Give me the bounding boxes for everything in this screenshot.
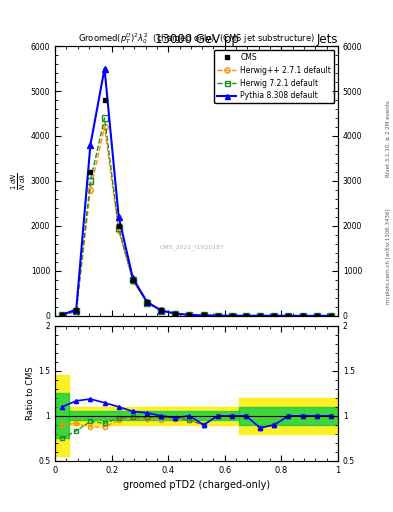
Text: Rivet 3.1.10, ≥ 2.2M events: Rivet 3.1.10, ≥ 2.2M events xyxy=(386,100,391,177)
Pythia 8.308 default xyxy=(329,313,333,319)
Pythia 8.308 default xyxy=(272,313,277,319)
CMS xyxy=(314,313,319,319)
CMS xyxy=(173,310,178,316)
Line: Herwig++ 2.7.1 default: Herwig++ 2.7.1 default xyxy=(59,124,334,318)
Pythia 8.308 default xyxy=(116,214,121,220)
Pythia 8.308 default xyxy=(286,313,291,319)
Herwig 7.2.1 default xyxy=(187,312,192,318)
Herwig++ 2.7.1 default xyxy=(60,312,64,318)
Herwig++ 2.7.1 default xyxy=(173,311,178,317)
Herwig++ 2.7.1 default xyxy=(215,312,220,318)
Herwig++ 2.7.1 default xyxy=(116,227,121,233)
Herwig 7.2.1 default xyxy=(116,225,121,231)
Pythia 8.308 default xyxy=(215,312,220,318)
Herwig++ 2.7.1 default xyxy=(272,313,277,319)
CMS xyxy=(88,169,93,175)
Herwig++ 2.7.1 default xyxy=(102,124,107,130)
Line: CMS: CMS xyxy=(60,98,333,318)
Pythia 8.308 default xyxy=(88,142,93,148)
Legend: CMS, Herwig++ 2.7.1 default, Herwig 7.2.1 default, Pythia 8.308 default: CMS, Herwig++ 2.7.1 default, Herwig 7.2.… xyxy=(214,50,334,103)
Herwig 7.2.1 default xyxy=(314,313,319,319)
Herwig++ 2.7.1 default xyxy=(286,313,291,319)
Text: 13000 GeV pp: 13000 GeV pp xyxy=(154,33,239,46)
Line: Herwig 7.2.1 default: Herwig 7.2.1 default xyxy=(59,115,334,318)
CMS xyxy=(272,313,277,319)
Herwig++ 2.7.1 default xyxy=(201,312,206,318)
Herwig 7.2.1 default xyxy=(286,313,291,319)
CMS xyxy=(244,313,248,319)
Herwig++ 2.7.1 default xyxy=(145,300,149,306)
CMS xyxy=(145,299,149,305)
CMS xyxy=(74,307,79,313)
Herwig 7.2.1 default xyxy=(230,313,234,319)
Herwig++ 2.7.1 default xyxy=(300,313,305,319)
CMS xyxy=(215,312,220,318)
Herwig++ 2.7.1 default xyxy=(74,308,79,314)
Pythia 8.308 default xyxy=(201,312,206,318)
Herwig 7.2.1 default xyxy=(258,313,263,319)
Herwig 7.2.1 default xyxy=(272,313,277,319)
CMS xyxy=(187,312,192,318)
CMS xyxy=(286,313,291,319)
Herwig 7.2.1 default xyxy=(300,313,305,319)
Herwig 7.2.1 default xyxy=(173,311,178,317)
Y-axis label: $\frac{1}{N}\frac{dN}{d\lambda}$: $\frac{1}{N}\frac{dN}{d\lambda}$ xyxy=(10,172,28,190)
Text: CMS_2021_I1920187: CMS_2021_I1920187 xyxy=(160,244,225,250)
Pythia 8.308 default xyxy=(173,311,178,317)
Pythia 8.308 default xyxy=(159,307,163,313)
Y-axis label: Ratio to CMS: Ratio to CMS xyxy=(26,367,35,420)
Pythia 8.308 default xyxy=(244,313,248,319)
Line: Pythia 8.308 default: Pythia 8.308 default xyxy=(59,66,334,318)
Pythia 8.308 default xyxy=(145,299,149,305)
Herwig 7.2.1 default xyxy=(244,313,248,319)
Herwig++ 2.7.1 default xyxy=(187,312,192,318)
Pythia 8.308 default xyxy=(300,313,305,319)
Pythia 8.308 default xyxy=(187,312,192,318)
Herwig 7.2.1 default xyxy=(130,277,135,283)
CMS xyxy=(159,307,163,313)
CMS xyxy=(258,313,263,319)
Pythia 8.308 default xyxy=(258,313,263,319)
CMS xyxy=(201,312,206,318)
Herwig 7.2.1 default xyxy=(159,307,163,313)
Herwig 7.2.1 default xyxy=(102,115,107,121)
Title: Groomed$(p_T^D)^2\lambda_0^2$  (charged only)  (CMS jet substructure): Groomed$(p_T^D)^2\lambda_0^2$ (charged o… xyxy=(78,31,315,46)
CMS xyxy=(60,312,64,318)
Pythia 8.308 default xyxy=(102,66,107,72)
CMS xyxy=(130,277,135,283)
Herwig 7.2.1 default xyxy=(215,312,220,318)
Herwig 7.2.1 default xyxy=(145,300,149,306)
Herwig++ 2.7.1 default xyxy=(314,313,319,319)
Pythia 8.308 default xyxy=(230,313,234,319)
CMS xyxy=(116,223,121,229)
Text: Jets: Jets xyxy=(316,33,338,46)
Herwig++ 2.7.1 default xyxy=(244,313,248,319)
Herwig++ 2.7.1 default xyxy=(230,313,234,319)
X-axis label: groomed pTD2 (charged-only): groomed pTD2 (charged-only) xyxy=(123,480,270,490)
Herwig++ 2.7.1 default xyxy=(258,313,263,319)
Herwig 7.2.1 default xyxy=(88,178,93,184)
Herwig++ 2.7.1 default xyxy=(88,187,93,193)
Pythia 8.308 default xyxy=(60,312,64,318)
CMS xyxy=(102,97,107,103)
Pythia 8.308 default xyxy=(74,307,79,313)
CMS xyxy=(300,313,305,319)
Herwig 7.2.1 default xyxy=(329,313,333,319)
Text: mcplots.cern.ch [arXiv:1306.3436]: mcplots.cern.ch [arXiv:1306.3436] xyxy=(386,208,391,304)
Herwig 7.2.1 default xyxy=(74,308,79,314)
Herwig++ 2.7.1 default xyxy=(329,313,333,319)
Pythia 8.308 default xyxy=(314,313,319,319)
CMS xyxy=(329,313,333,319)
Herwig++ 2.7.1 default xyxy=(130,278,135,284)
Pythia 8.308 default xyxy=(130,275,135,281)
Herwig++ 2.7.1 default xyxy=(159,308,163,314)
Herwig 7.2.1 default xyxy=(60,312,64,318)
CMS xyxy=(230,313,234,319)
Herwig 7.2.1 default xyxy=(201,312,206,318)
